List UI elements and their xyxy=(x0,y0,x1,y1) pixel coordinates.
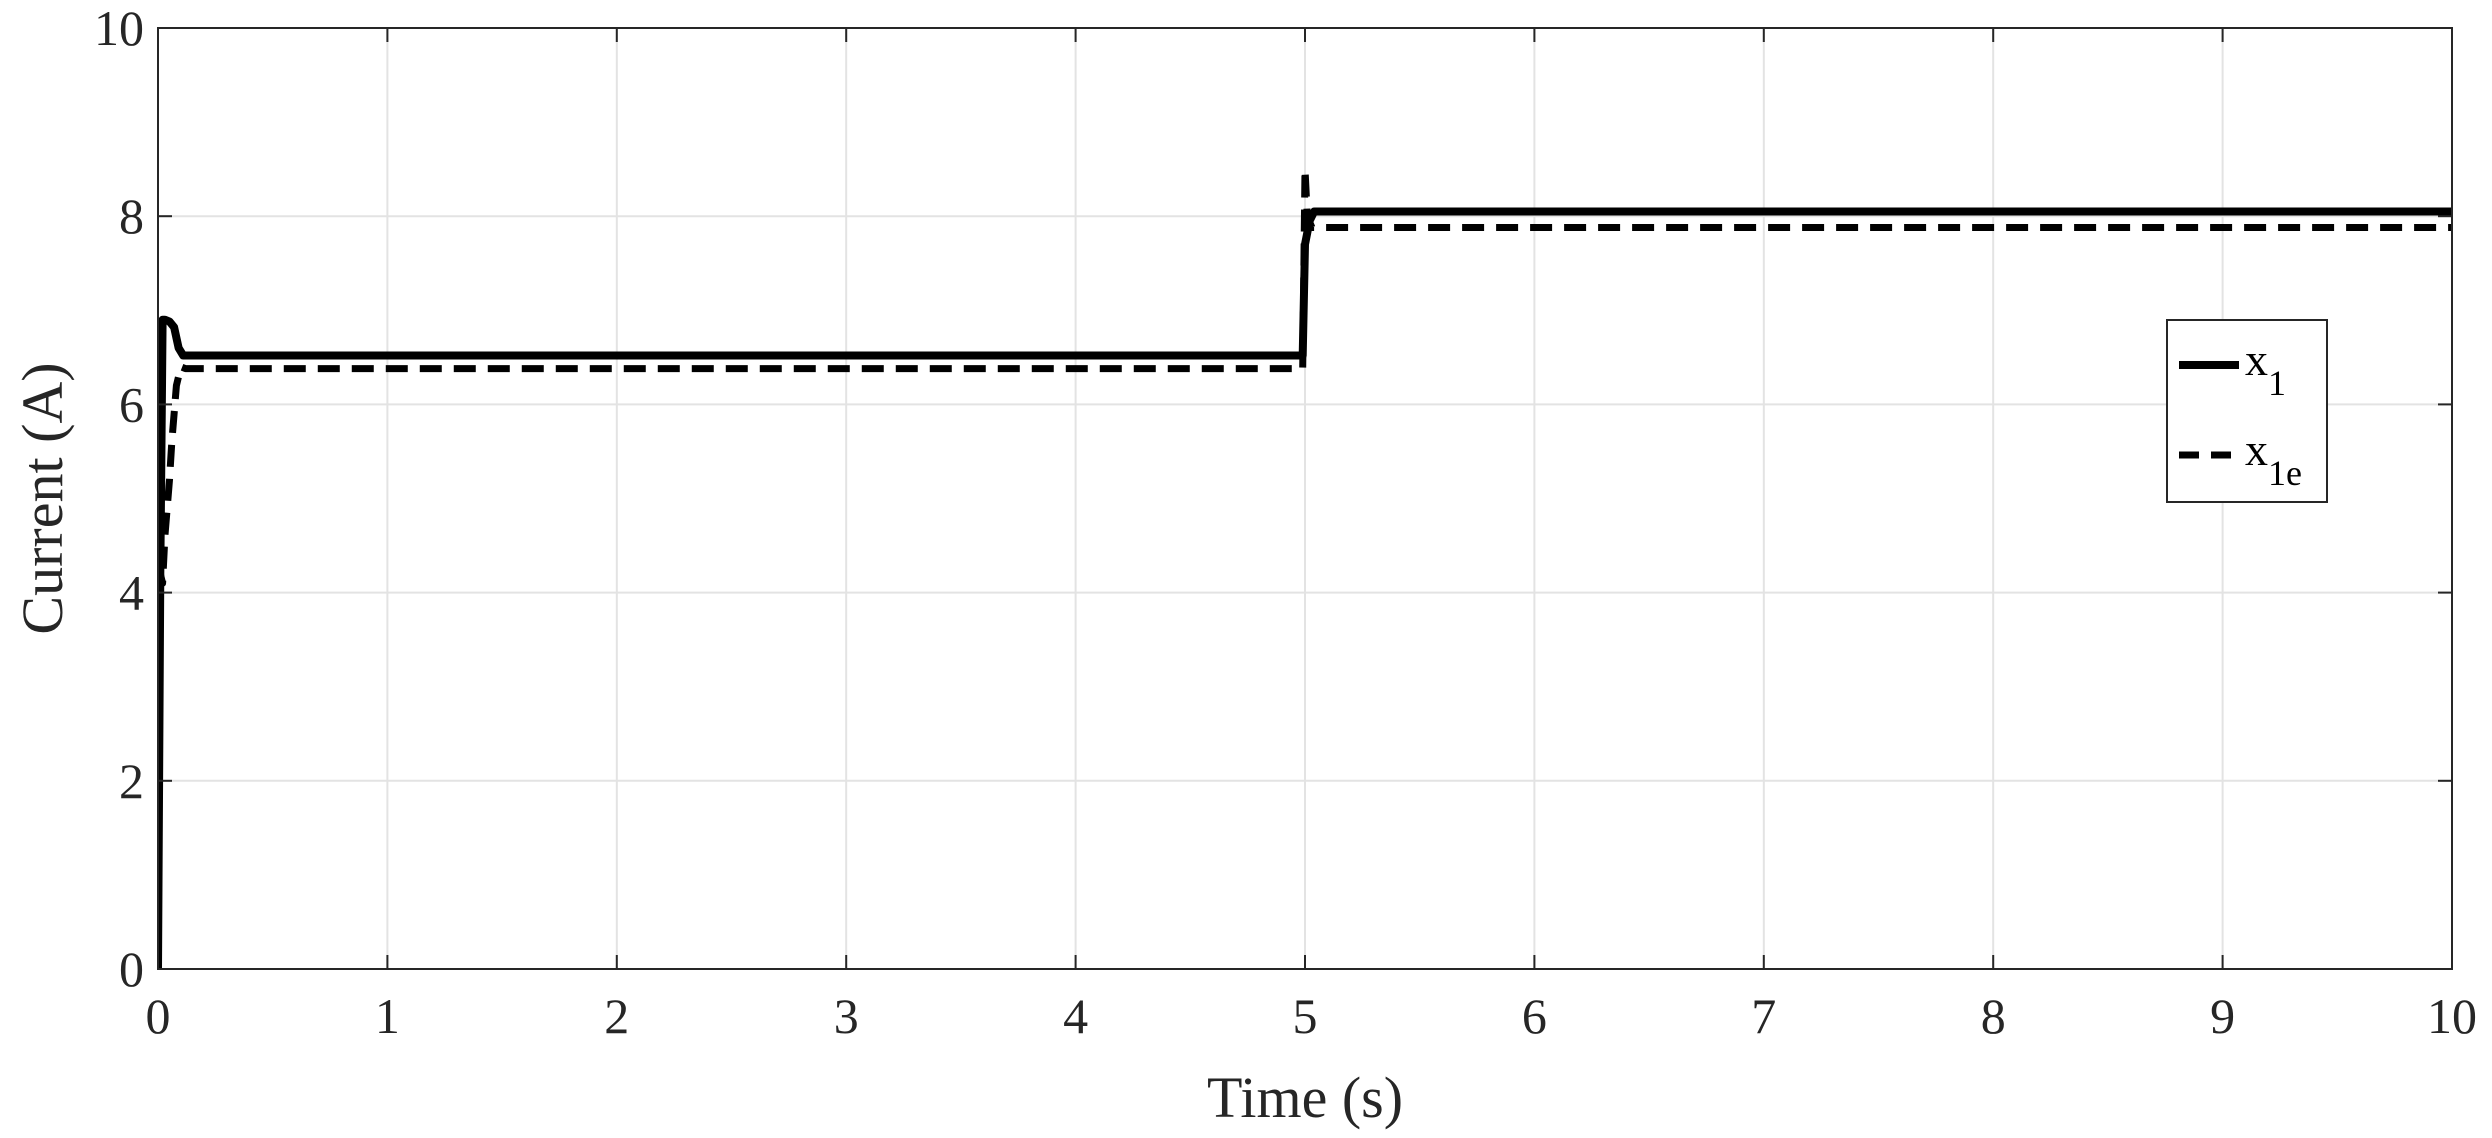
x-tick-label: 5 xyxy=(1293,988,1318,1044)
y-tick-label: 10 xyxy=(94,0,144,56)
x-axis-label: Time (s) xyxy=(1207,1065,1403,1130)
y-tick-label: 4 xyxy=(119,565,144,621)
x-tick-label: 7 xyxy=(1751,988,1776,1044)
y-axis-label: Current (A) xyxy=(10,362,75,634)
series-group xyxy=(158,165,2452,969)
series-line-x1 xyxy=(158,207,2452,969)
y-tick-label: 6 xyxy=(119,376,144,432)
x-tick-label: 1 xyxy=(375,988,400,1044)
x-tick-label: 2 xyxy=(604,988,629,1044)
series-line-x1e xyxy=(158,165,2452,587)
y-tick-labels: 0 2 4 6 8 10 xyxy=(94,0,144,997)
x-tick-label: 8 xyxy=(1981,988,2006,1044)
x-tick-label: 0 xyxy=(146,988,171,1044)
legend-box xyxy=(2166,319,2328,503)
x-tick-label: 9 xyxy=(2210,988,2235,1044)
tick-marks xyxy=(157,27,2453,970)
x-tick-label: 4 xyxy=(1063,988,1088,1044)
x-tick-label: 6 xyxy=(1522,988,1547,1044)
x-tick-label: 3 xyxy=(834,988,859,1044)
y-tick-label: 2 xyxy=(119,753,144,809)
y-tick-label: 8 xyxy=(119,188,144,244)
x-tick-labels: 0 1 2 3 4 5 6 7 8 9 10 xyxy=(146,988,2478,1044)
y-tick-label: 0 xyxy=(119,941,144,997)
x-tick-label: 10 xyxy=(2427,988,2477,1044)
legend-label-subscript: 1e xyxy=(2268,453,2302,493)
legend-label-subscript: 1 xyxy=(2268,363,2286,403)
